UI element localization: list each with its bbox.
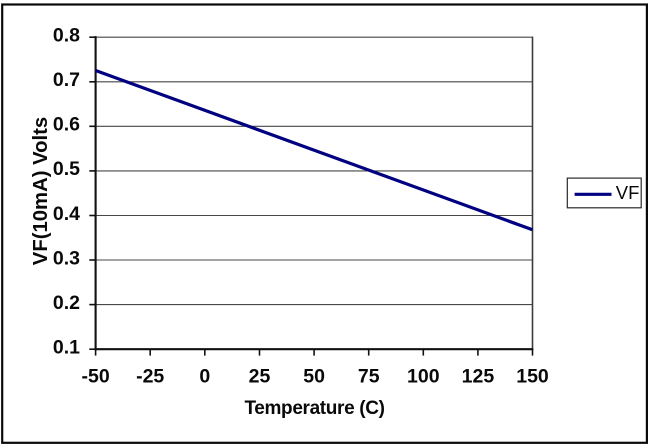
svg-text:0.7: 0.7: [53, 69, 80, 91]
svg-text:Temperature (C): Temperature (C): [244, 398, 384, 419]
svg-text:-25: -25: [136, 366, 164, 388]
svg-text:0.4: 0.4: [53, 203, 80, 225]
svg-text:100: 100: [407, 366, 440, 388]
svg-text:50: 50: [303, 366, 325, 388]
svg-text:0: 0: [199, 366, 210, 388]
svg-text:VF(10mA) Volts: VF(10mA) Volts: [30, 117, 52, 265]
svg-text:-50: -50: [82, 366, 110, 388]
svg-text:VF: VF: [616, 182, 640, 203]
svg-text:150: 150: [516, 366, 549, 388]
svg-text:0.8: 0.8: [53, 25, 80, 47]
svg-text:0.2: 0.2: [53, 292, 80, 314]
svg-text:0.3: 0.3: [53, 247, 80, 269]
svg-text:0.6: 0.6: [53, 114, 80, 136]
svg-text:25: 25: [249, 366, 271, 388]
svg-text:125: 125: [462, 366, 495, 388]
svg-text:0.1: 0.1: [53, 337, 80, 359]
svg-text:75: 75: [358, 366, 380, 388]
svg-text:0.5: 0.5: [53, 158, 80, 180]
